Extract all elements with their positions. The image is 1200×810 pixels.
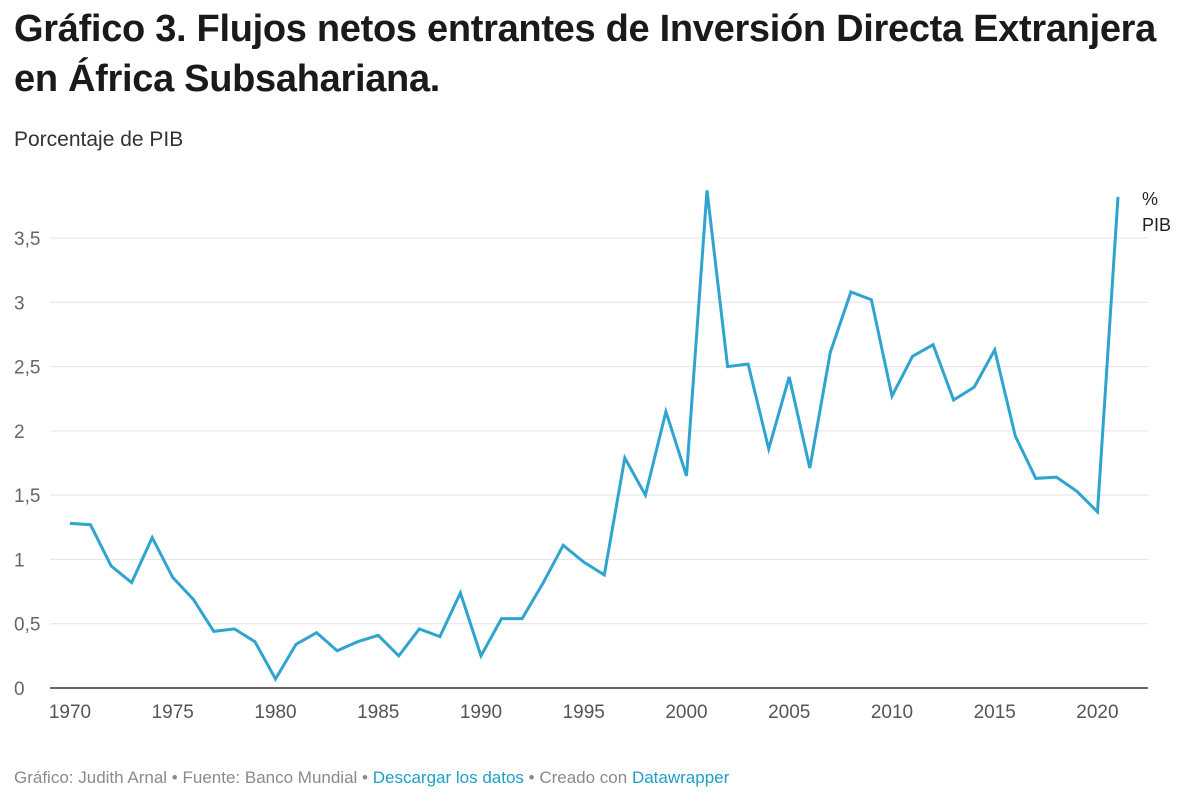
- x-tick-label: 1990: [460, 702, 502, 723]
- data-point: [171, 575, 175, 579]
- data-point: [294, 642, 298, 646]
- footer-separator: •: [523, 768, 540, 787]
- data-point: [458, 591, 462, 595]
- x-tick-label: 1970: [49, 702, 91, 723]
- gridlines: [50, 237, 1148, 625]
- footer-separator: •: [357, 768, 373, 787]
- line-chart: 0 0,5 1 1,5 2 2,5 3 3,5 1970 1975 1980 1985 1990 199…: [14, 188, 1171, 723]
- data-point: [1034, 476, 1038, 480]
- data-point: [1054, 475, 1058, 479]
- x-tick-label: 2010: [871, 702, 913, 723]
- x-tick-label: 1975: [152, 702, 194, 723]
- footer-separator: •: [167, 768, 183, 787]
- data-point: [828, 350, 832, 354]
- data-point: [191, 597, 195, 601]
- data-point: [993, 348, 997, 352]
- x-tick-label: 2015: [974, 702, 1016, 723]
- footer-source: Fuente: Banco Mundial: [182, 768, 358, 787]
- data-point: [438, 635, 442, 639]
- data-point: [561, 543, 565, 547]
- data-point: [356, 640, 360, 644]
- x-axis-ticks: 1970 1975 1980 1985 1990 1995 2000 2005 2010 2015…: [49, 702, 1119, 723]
- data-point: [808, 466, 812, 470]
- x-tick-label: 2000: [665, 702, 707, 723]
- data-point: [684, 474, 688, 478]
- y-axis-ticks: 0 0,5 1 1,5 2 2,5 3 3,5: [14, 229, 40, 700]
- y-tick-label: 0,5: [14, 615, 40, 636]
- datawrapper-link[interactable]: Datawrapper: [631, 768, 730, 787]
- chart-title: Gráfico 3. Flujos netos entrantes de Inv…: [14, 8, 1156, 100]
- data-point: [541, 582, 545, 586]
- series-end-label: % PIB: [1142, 189, 1171, 235]
- download-data-link[interactable]: Descargar los datos: [372, 768, 524, 787]
- data-point: [376, 633, 380, 637]
- data-point: [417, 627, 421, 631]
- x-tick-label: 1985: [357, 702, 399, 723]
- data-point: [849, 290, 853, 294]
- data-point: [1075, 489, 1079, 493]
- data-point: [746, 362, 750, 366]
- data-point: [500, 617, 504, 621]
- data-point: [479, 654, 483, 658]
- y-tick-label: 1,5: [14, 486, 40, 507]
- data-point: [664, 410, 668, 414]
- data-point: [397, 654, 401, 658]
- data-point: [335, 649, 339, 653]
- y-tick-label: 2,5: [14, 358, 40, 379]
- data-point: [931, 343, 935, 347]
- data-point: [623, 456, 627, 460]
- data-point: [273, 677, 277, 681]
- data-point: [68, 521, 72, 525]
- data-point: [602, 573, 606, 577]
- data-point: [869, 298, 873, 302]
- data-point: [89, 523, 93, 527]
- data-point: [315, 631, 319, 635]
- data-point: [520, 617, 524, 621]
- data-point: [1116, 195, 1120, 199]
- x-tick-label: 2005: [768, 702, 810, 723]
- y-tick-label: 2: [14, 422, 25, 443]
- data-point: [582, 560, 586, 564]
- data-point: [705, 188, 709, 192]
- data-point: [726, 365, 730, 369]
- x-tick-label: 1980: [254, 702, 296, 723]
- data-point: [253, 640, 257, 644]
- data-point: [109, 564, 113, 568]
- data-point: [232, 627, 236, 631]
- y-tick-label: 0: [14, 679, 25, 700]
- x-tick-label: 1995: [563, 702, 605, 723]
- y-tick-label: 1: [14, 550, 25, 571]
- data-point: [911, 354, 915, 358]
- data-point: [972, 385, 976, 389]
- data-point: [952, 398, 956, 402]
- data-point: [150, 536, 154, 540]
- data-point: [787, 375, 791, 379]
- data-points: [68, 188, 1120, 681]
- data-point: [212, 629, 216, 633]
- data-point: [643, 493, 647, 497]
- data-point: [1013, 434, 1017, 438]
- chart-subtitle: Porcentaje de PIB: [14, 128, 184, 151]
- data-point: [1095, 510, 1099, 514]
- series-line: [69, 190, 1120, 683]
- footer-created-with: Creado con: [539, 768, 632, 787]
- footer-credit: Gráfico: Judith Arnal: [14, 768, 168, 787]
- data-point: [130, 581, 134, 585]
- y-tick-label: 3,5: [14, 229, 40, 250]
- y-tick-label: 3: [14, 293, 25, 314]
- chart-footer: Gráfico: Judith Arnal • Fuente: Banco Mu…: [14, 766, 729, 790]
- x-tick-label: 2020: [1076, 702, 1118, 723]
- data-point: [767, 447, 771, 451]
- data-point: [890, 394, 894, 398]
